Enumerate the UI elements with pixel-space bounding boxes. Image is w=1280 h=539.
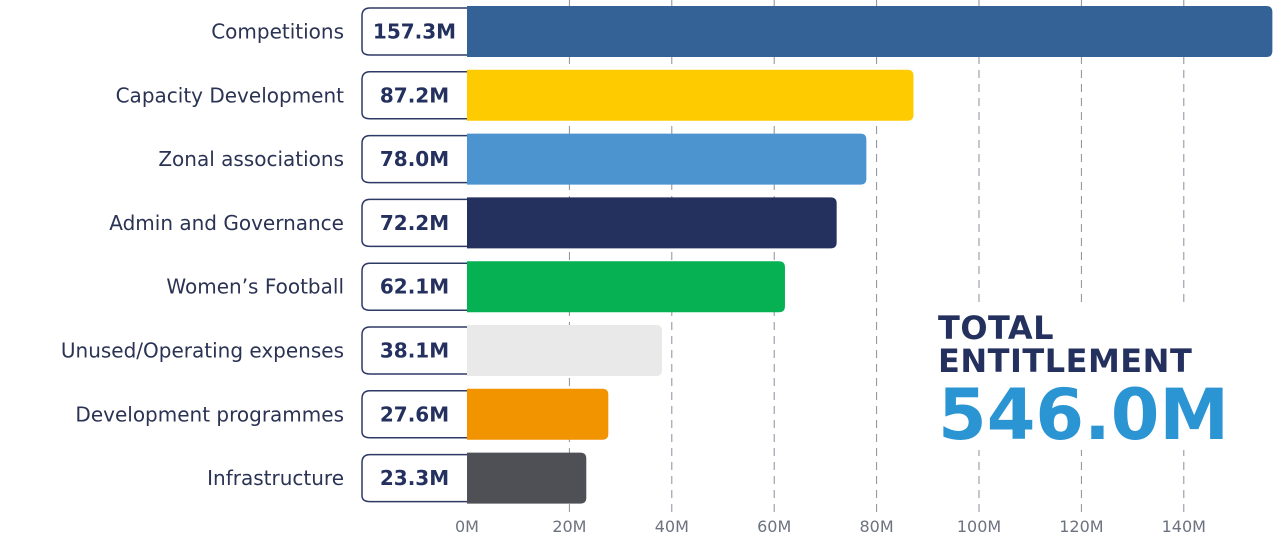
value-label-box <box>361 326 467 375</box>
data-label: 87.2M <box>380 83 449 107</box>
bar <box>467 325 663 376</box>
bar <box>467 133 867 185</box>
data-label: 27.6M <box>380 402 449 426</box>
data-label: 62.1M <box>380 275 449 299</box>
value-label-box <box>361 262 467 311</box>
category-label: Unused/Operating expenses <box>61 339 344 363</box>
total-entitlement-callout: TOTAL ENTITLEMENT 546.0M <box>934 306 1234 456</box>
bar <box>467 197 837 249</box>
labels: 157.3M Competitions 87.2M Capacity Developm… <box>61 7 467 503</box>
value-label-box <box>361 453 467 503</box>
x-tick-label: 40M <box>655 517 689 536</box>
category-label: Capacity Development <box>116 83 345 107</box>
data-label: 38.1M <box>380 339 449 363</box>
category-label: Admin and Governance <box>109 211 344 235</box>
x-tick-label: 20M <box>552 517 586 536</box>
x-axis-ticks: 0M 20M 40M 60M 80M 100M 120M 140M <box>455 517 1206 536</box>
category-label: Women’s Football <box>166 275 344 299</box>
bar <box>467 6 1273 57</box>
data-label: 72.2M <box>380 211 449 235</box>
x-tick-label: 0M <box>455 517 479 536</box>
total-entitlement-label: TOTAL ENTITLEMENT <box>938 309 1193 380</box>
x-tick-label: 140M <box>1162 517 1206 536</box>
bar <box>467 388 609 440</box>
bar <box>467 261 785 313</box>
x-tick-label: 80M <box>860 517 894 536</box>
bar <box>467 452 587 504</box>
category-label: Competitions <box>211 20 344 44</box>
bar <box>467 69 914 121</box>
data-label: 78.0M <box>380 147 449 171</box>
value-label-box <box>361 198 467 248</box>
value-label-box <box>361 7 467 56</box>
category-label: Development programmes <box>75 402 344 426</box>
total-entitlement-value: 546.0M <box>938 374 1230 456</box>
data-label: 23.3M <box>380 466 449 490</box>
bars <box>467 6 1273 504</box>
value-label-box <box>361 390 467 439</box>
x-tick-label: 100M <box>957 517 1001 536</box>
category-label: Zonal associations <box>158 147 344 171</box>
x-tick-label: 60M <box>757 517 791 536</box>
value-label-box <box>361 71 467 120</box>
value-label-box <box>361 134 467 184</box>
data-label: 157.3M <box>373 20 456 44</box>
category-label: Infrastructure <box>207 466 344 490</box>
x-tick-label: 120M <box>1059 517 1103 536</box>
